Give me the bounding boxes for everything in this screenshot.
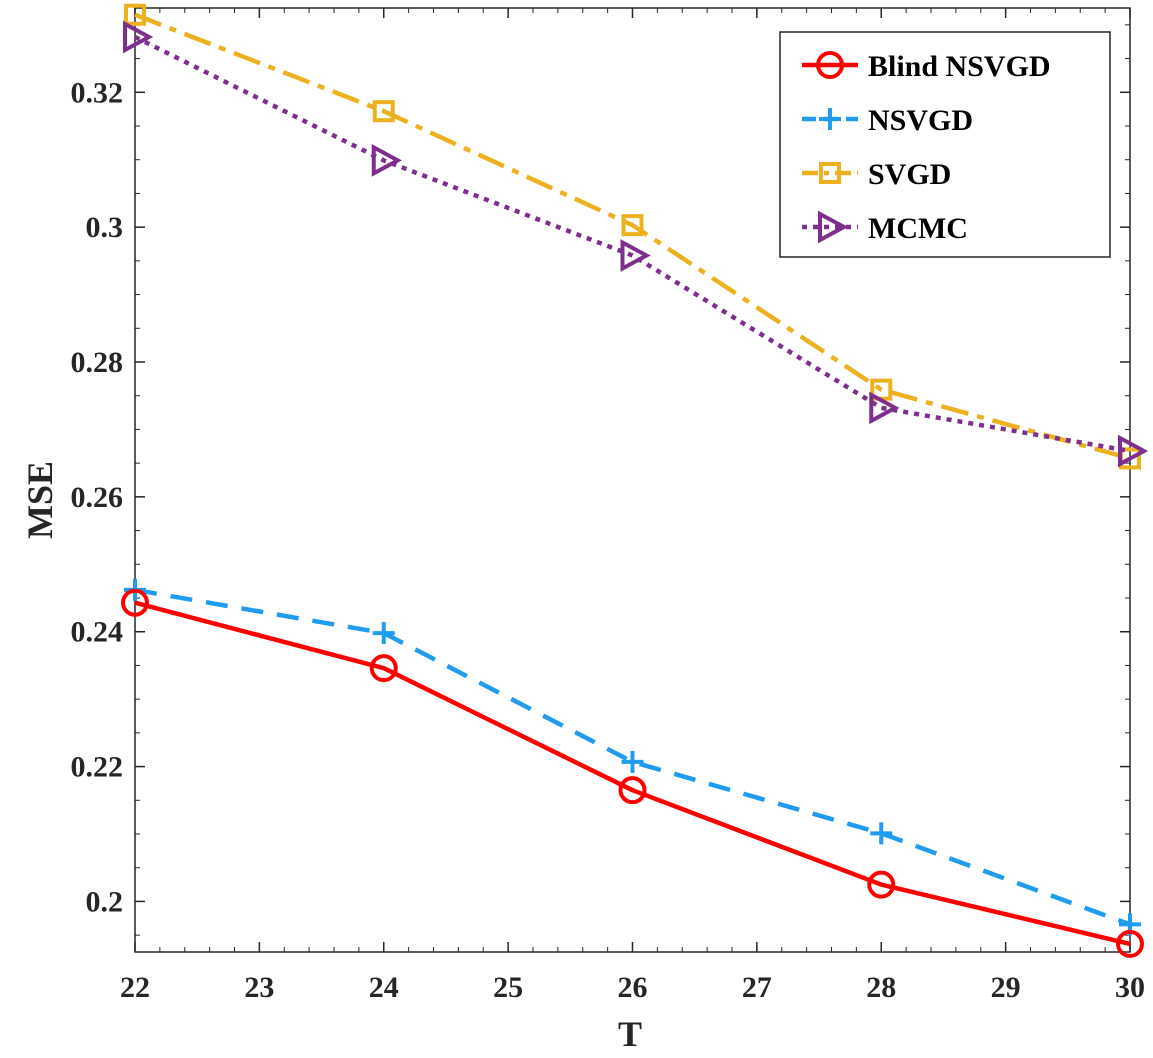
series-line-blind-nsvgd xyxy=(134,600,1131,947)
data-point-mcmc xyxy=(1118,434,1149,468)
legend-marker-mcmc xyxy=(818,210,849,244)
y-tick-label: 0.3 xyxy=(86,211,124,244)
data-point-svgd xyxy=(372,100,395,123)
series-line-mcmc xyxy=(134,34,1131,454)
data-point-blind-nsvgd xyxy=(1116,929,1144,958)
x-tick-label: 29 xyxy=(991,971,1021,1004)
data-point-blind-nsvgd xyxy=(618,776,647,805)
series-nsvgd xyxy=(124,578,1141,936)
x-tick-label: 23 xyxy=(244,971,274,1004)
y-tick-label: 0.26 xyxy=(71,481,124,514)
legend-label-nsvgd: NSVGD xyxy=(868,104,973,137)
series-blind-nsvgd xyxy=(121,588,1144,958)
data-point-blind-nsvgd xyxy=(867,870,896,899)
legend-item-mcmc: MCMC xyxy=(802,210,968,245)
y-tick-label: 0.28 xyxy=(71,346,124,379)
x-tick-label: 25 xyxy=(493,971,523,1004)
x-tick-label: 24 xyxy=(369,971,399,1004)
data-point-nsvgd xyxy=(372,622,395,645)
y-tick-label: 0.22 xyxy=(71,751,124,784)
legend-label-svgd: SVGD xyxy=(868,158,951,191)
data-point-mcmc xyxy=(123,20,154,54)
x-axis-title: T xyxy=(618,1014,642,1054)
legend: Blind NSVGD NSVGD SVGD MCMC xyxy=(779,31,1111,258)
legend-label-blind-nsvgd: Blind NSVGD xyxy=(868,50,1051,83)
legend-item-nsvgd: NSVGD xyxy=(802,104,973,137)
legend-item-blind-nsvgd: Blind NSVGD xyxy=(802,50,1051,83)
y-tick-label: 0.24 xyxy=(71,616,124,649)
axes-box xyxy=(134,7,1131,953)
legend-marker-nsvgd xyxy=(819,108,841,130)
legend-label-mcmc: MCMC xyxy=(868,212,968,245)
y-tick-label: 0.32 xyxy=(71,76,124,109)
data-point-mcmc xyxy=(371,144,402,177)
series-layer xyxy=(121,3,1149,958)
data-point-blind-nsvgd xyxy=(369,654,398,683)
axes: 22 23 24 25 26 27 28 29 30 0.2 0.22 0.24 0.26 0.28 0.3… xyxy=(71,7,1145,1004)
data-point-nsvgd xyxy=(870,822,893,845)
x-tick-label: 28 xyxy=(866,971,896,1004)
x-tick-label: 26 xyxy=(618,971,648,1004)
data-point-svgd xyxy=(124,3,146,26)
data-point-nsvgd xyxy=(621,750,644,773)
series-mcmc xyxy=(123,20,1149,468)
legend-marker-blind-nsvgd xyxy=(816,51,844,79)
data-point-mcmc xyxy=(620,239,651,272)
y-axis-title: MSE xyxy=(20,461,60,539)
legend-box xyxy=(779,31,1111,258)
series-line-nsvgd xyxy=(134,587,1131,927)
legend-item-svgd: SVGD xyxy=(802,158,951,191)
data-point-svgd xyxy=(621,214,644,237)
series-line-svgd xyxy=(134,12,1131,461)
x-tick-label: 30 xyxy=(1115,971,1145,1004)
x-tick-label: 22 xyxy=(120,971,150,1004)
y-tick-label: 0.2 xyxy=(86,885,124,918)
legend-marker-svgd xyxy=(819,162,841,184)
x-tick-label: 27 xyxy=(742,971,772,1004)
data-point-blind-nsvgd xyxy=(121,588,149,617)
data-point-mcmc xyxy=(869,391,900,425)
